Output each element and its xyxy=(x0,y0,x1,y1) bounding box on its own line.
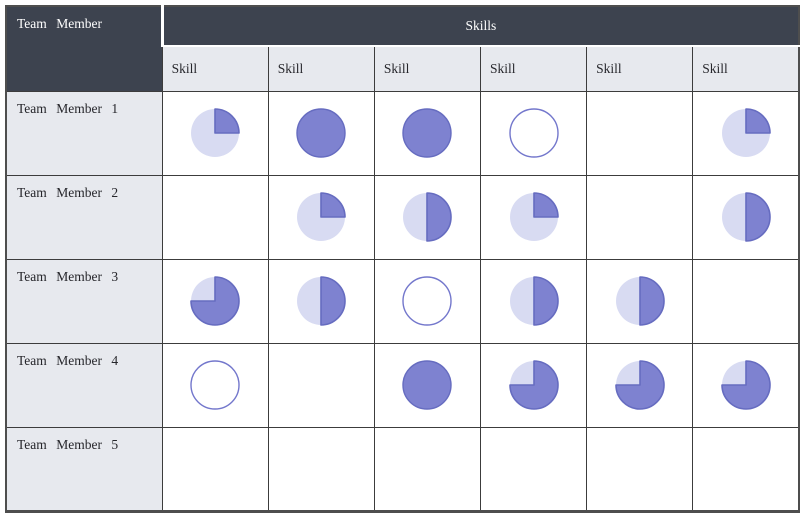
skill-level-cell xyxy=(373,342,482,428)
matrix-body: Team Member 1 Team Member 2 Team Member … xyxy=(5,90,800,512)
skill-level-cell xyxy=(586,174,694,260)
skill-level-cell xyxy=(586,90,694,176)
team-member-row: Team Member 5 xyxy=(5,426,800,512)
skill-level-cell xyxy=(692,90,800,176)
harvey-ball-50-icon xyxy=(297,276,347,326)
harvey-ball-75-icon xyxy=(614,360,665,410)
skill-column-header: Skill xyxy=(373,45,482,92)
harvey-ball-0-icon xyxy=(402,276,453,326)
harvey-ball-50-icon xyxy=(615,276,665,326)
skill-level-cell xyxy=(479,258,588,344)
harvey-ball-100-icon xyxy=(402,108,453,158)
team-member-label: Team Member 1 xyxy=(5,90,163,176)
team-member-row: Team Member 1 xyxy=(5,90,800,176)
skill-level-cell xyxy=(692,174,800,260)
skills-group-header: Skills xyxy=(160,5,800,47)
harvey-ball-25-icon xyxy=(509,192,559,241)
skill-level-cell xyxy=(161,342,269,428)
team-member-row: Team Member 4 xyxy=(5,342,800,428)
skill-level-cell xyxy=(586,342,694,428)
skill-column-header: Skill xyxy=(586,45,694,92)
skill-column-header: Skill xyxy=(267,45,375,92)
skill-level-cell xyxy=(479,174,588,260)
skill-level-cell xyxy=(161,174,269,260)
skill-level-cell xyxy=(373,174,482,260)
skill-level-cell xyxy=(267,90,375,176)
skill-level-cell xyxy=(586,258,694,344)
team-member-row: Team Member 2 xyxy=(5,174,800,260)
skill-level-cell xyxy=(161,258,269,344)
harvey-ball-25-icon xyxy=(721,108,771,157)
harvey-ball-75-icon xyxy=(508,360,559,410)
team-member-label: Team Member 5 xyxy=(5,426,163,512)
skill-columns-row: Skill Skill Skill Skill Skill Skill xyxy=(6,45,800,92)
harvey-ball-0-icon xyxy=(508,108,559,158)
skill-level-cell xyxy=(692,426,800,512)
skill-level-cell xyxy=(479,426,588,512)
skill-level-cell xyxy=(267,342,375,428)
harvey-ball-50-icon xyxy=(403,192,453,242)
skill-level-cell xyxy=(267,426,375,512)
harvey-ball-25-icon xyxy=(191,108,241,157)
skill-level-cell xyxy=(373,90,482,176)
skill-level-cell xyxy=(267,174,375,260)
harvey-ball-0-icon xyxy=(190,360,240,410)
harvey-ball-50-icon xyxy=(721,192,771,242)
skill-level-cell xyxy=(373,258,482,344)
skill-level-cell xyxy=(692,342,800,428)
team-member-header: Team Member xyxy=(5,5,163,92)
skill-level-cell xyxy=(161,90,269,176)
skills-matrix-table: Team Member Skills Skill Skill Skill Skill S… xyxy=(5,5,800,513)
skill-column-header: Skill xyxy=(479,45,588,92)
matrix-header: Team Member Skills Skill Skill Skill Skill S… xyxy=(5,5,800,92)
team-member-label: Team Member 3 xyxy=(5,258,163,344)
harvey-ball-75-icon xyxy=(720,360,771,410)
group-header-row: Team Member Skills xyxy=(5,5,800,92)
team-member-label: Team Member 4 xyxy=(5,342,163,428)
harvey-ball-50-icon xyxy=(509,276,559,326)
skill-level-cell xyxy=(373,426,482,512)
skill-column-header: Skill xyxy=(161,45,269,92)
harvey-ball-75-icon xyxy=(190,276,240,326)
skill-level-cell xyxy=(479,342,588,428)
team-member-row: Team Member 3 xyxy=(5,258,800,344)
harvey-ball-100-icon xyxy=(296,108,347,158)
harvey-ball-25-icon xyxy=(297,192,347,241)
skill-level-cell xyxy=(267,258,375,344)
team-member-label: Team Member 2 xyxy=(5,174,163,260)
harvey-ball-100-icon xyxy=(402,360,453,410)
skill-column-header: Skill xyxy=(692,45,800,92)
skill-level-cell xyxy=(692,258,800,344)
skill-level-cell xyxy=(479,90,588,176)
skill-level-cell xyxy=(161,426,269,512)
skill-level-cell xyxy=(586,426,694,512)
